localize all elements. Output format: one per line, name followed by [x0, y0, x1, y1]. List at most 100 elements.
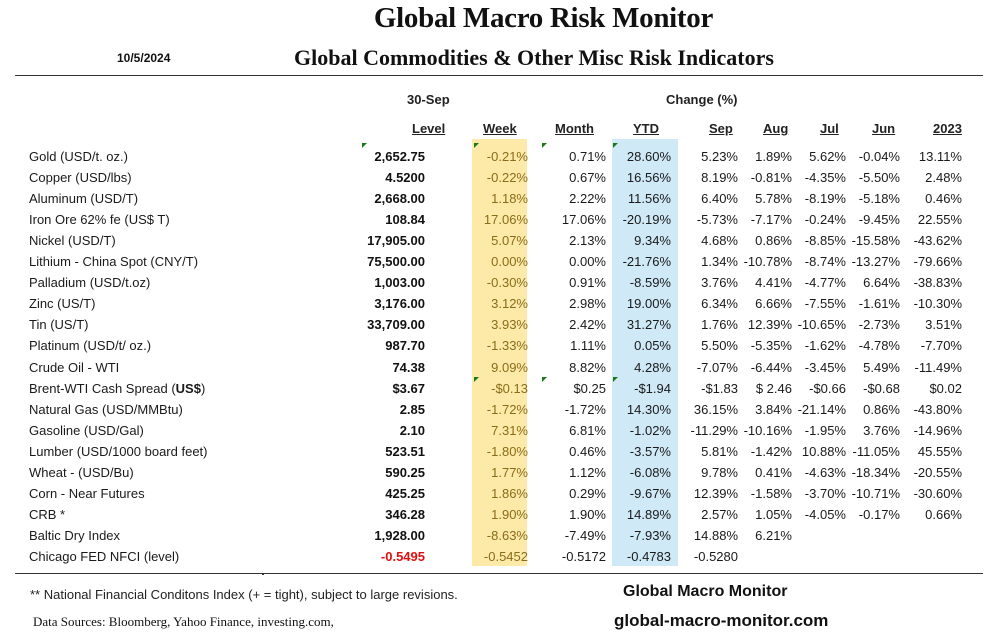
table-row[interactable]: Copper (USD/lbs) 4.5200 -0.22% 0.67% 16.56% 8…	[0, 167, 991, 188]
table-row[interactable]: Brent-WTI Cash Spread (US$) $3.67 -$0.13 $0…	[0, 378, 991, 399]
table-row[interactable]: Crude Oil - WTI 74.38 9.09% 8.82% 4.28% -7.07…	[0, 357, 991, 378]
y2023-cell: -38.83%	[913, 275, 962, 291]
ytd-cell: 9.34%	[634, 233, 671, 249]
level-cell: 346.28	[385, 506, 425, 522]
indicator-name: Natural Gas (USD/MMBtu)	[29, 401, 183, 417]
table-row[interactable]: Corn - Near Futures 425.25 1.86% 0.29% -9.67…	[0, 483, 991, 504]
table-row[interactable]: Chicago FED NFCI (level) -0.5495 -0.5452 -0…	[0, 546, 991, 567]
month-cell: 2.98%	[569, 296, 606, 312]
table-row[interactable]: Gold (USD/t. oz.) 2,652.75 -0.21% 0.71% 28.6…	[0, 146, 991, 167]
level-cell: 523.51	[385, 443, 425, 459]
week-column-highlight	[472, 139, 527, 566]
ytd-cell: -1.02%	[629, 422, 671, 438]
ytd-cell: -0.4783	[626, 548, 671, 564]
comment-marker-icon	[613, 377, 618, 382]
table-row[interactable]: Tin (US/T) 33,709.00 3.93% 2.42% 31.27% 1.76%…	[0, 314, 991, 335]
sep-cell: 8.19%	[701, 170, 738, 186]
comment-marker-icon	[474, 143, 479, 148]
sep-cell: 1.34%	[701, 254, 738, 270]
col-header-aug[interactable]: Aug	[763, 121, 789, 136]
y2023-cell: -11.49%	[914, 359, 962, 375]
ytd-cell: 28.60%	[626, 149, 671, 164]
indicator-name-text: Brent-WTI Cash Spread (	[29, 380, 176, 396]
jul-cell: -8.74%	[804, 254, 846, 270]
col-header-sep[interactable]: Sep	[709, 121, 733, 136]
indicator-name-unit: US$	[175, 380, 201, 396]
brand-url-link[interactable]: global-macro-monitor.com	[614, 611, 829, 630]
ytd-cell: 14.30%	[626, 401, 671, 417]
table-row[interactable]: Platinum (USD/t/ oz.) 987.70 -1.33% 1.11% 0.…	[0, 335, 991, 356]
week-cell: 3.12%	[491, 296, 528, 312]
jul-cell: -10.65%	[797, 317, 846, 333]
aug-cell: 4.41%	[755, 275, 792, 291]
table-row[interactable]: Wheat - (USD/Bu) 590.25 1.77% 1.12% -6.08% 9.…	[0, 462, 991, 483]
week-cell: -1.80%	[486, 443, 528, 459]
month-cell: 0.71%	[569, 149, 606, 164]
col-header-level[interactable]: Level	[412, 121, 446, 136]
col-header-ytd[interactable]: YTD	[633, 121, 659, 136]
indicator-name: Corn - Near Futures	[29, 485, 145, 501]
table-row[interactable]: Baltic Dry Index 1,928.00 -8.63% -7.49% -7.9…	[0, 525, 991, 546]
col-header-jul[interactable]: Jul	[820, 121, 839, 136]
y2023-cell: -20.55%	[913, 464, 962, 480]
aug-cell: $ 2.46	[755, 380, 792, 396]
page-title: Global Macro Risk Monitor	[373, 2, 714, 34]
level-cell: 33,709.00	[367, 317, 425, 333]
col-header-jun[interactable]: Jun	[872, 121, 896, 136]
indicator-name-end: )	[200, 380, 206, 396]
table-row[interactable]: Palladium (USD/t.oz) 1,003.00 -0.30% 0.91% -…	[0, 272, 991, 293]
table-row[interactable]: Iron Ore 62% fe (US$ T) 108.84 17.06% 17.06…	[0, 209, 991, 230]
table-row[interactable]: Natural Gas (USD/MMBtu) 2.85 -1.72% -1.72% 1…	[0, 399, 991, 420]
week-cell: 1.90%	[491, 506, 528, 522]
y2023-cell: 0.66%	[925, 506, 962, 522]
jun-cell: 5.49%	[863, 359, 900, 375]
col-header-month[interactable]: Month	[555, 121, 594, 136]
week-cell: -1.33%	[486, 338, 528, 354]
col-header-2023[interactable]: 2023	[933, 121, 962, 136]
aug-cell: 6.21%	[755, 527, 792, 543]
jun-cell: -$0.68	[863, 380, 900, 396]
sep-cell: -11.29%	[690, 422, 738, 438]
ytd-cell: 4.28%	[634, 359, 671, 375]
week-cell: -0.21%	[486, 149, 528, 164]
table-row[interactable]: Aluminum (USD/T) 2,668.00 1.18% 2.22% 11.56%…	[0, 188, 991, 209]
jul-cell: -4.63%	[804, 464, 846, 480]
y2023-cell: 2.48%	[925, 170, 962, 186]
table-row[interactable]: CRB * 346.28 1.90% 1.90% 14.89% 2.57% 1.05% -4.…	[0, 504, 991, 525]
divider-dot	[262, 573, 264, 575]
header-change-label: Change (%)	[666, 92, 738, 107]
table-row[interactable]: Nickel (USD/T) 17,905.00 5.07% 2.13% 9.34% 4.…	[0, 230, 991, 251]
ytd-cell: 11.56%	[627, 191, 671, 207]
table-row[interactable]: Zinc (US/T) 3,176.00 3.12% 2.98% 19.00% 6.34%…	[0, 293, 991, 314]
table-row[interactable]: Lithium - China Spot (CNY/T) 75,500.00 0.0…	[0, 251, 991, 272]
month-cell: 17.06%	[561, 212, 606, 228]
week-cell: 5.07%	[491, 233, 528, 249]
sep-cell: 4.68%	[701, 233, 738, 249]
level-cell: $3.67	[392, 380, 425, 396]
indicator-name: Wheat - (USD/Bu)	[29, 464, 134, 480]
week-cell: 7.31%	[491, 422, 528, 438]
month-cell: -7.49%	[564, 527, 606, 543]
aug-cell: 1.05%	[755, 506, 792, 522]
week-cell: -$0.13	[491, 380, 528, 396]
level-cell: 425.25	[385, 485, 425, 501]
sep-cell: 9.78%	[701, 464, 738, 480]
table-row[interactable]: Lumber (USD/1000 board feet) 523.51 -1.80%…	[0, 441, 991, 462]
indicator-name: Iron Ore 62% fe (US$ T)	[29, 212, 170, 228]
jun-cell: -1.61%	[858, 296, 900, 312]
level-cell: 75,500.00	[367, 254, 425, 270]
aug-cell: 3.84%	[755, 401, 792, 417]
page-subtitle: Global Commodities & Other Misc Risk Ind…	[294, 45, 774, 70]
y2023-cell: 45.55%	[917, 443, 962, 459]
aug-cell: 5.78%	[755, 191, 792, 207]
sep-cell: 5.50%	[701, 338, 738, 354]
table-row[interactable]: Gasoline (USD/Gal) 2.10 7.31% 6.81% -1.02% -1…	[0, 420, 991, 441]
indicator-name: Crude Oil - WTI	[29, 359, 120, 375]
week-cell: 1.86%	[491, 485, 528, 501]
aug-cell: -10.16%	[743, 422, 792, 438]
col-header-week[interactable]: Week	[483, 121, 517, 136]
month-cell: 8.82%	[569, 359, 606, 375]
jul-cell: -4.77%	[804, 275, 846, 291]
indicator-name: Brent-WTI Cash Spread (US$)	[29, 378, 205, 399]
month-cell: 1.12%	[569, 464, 606, 480]
